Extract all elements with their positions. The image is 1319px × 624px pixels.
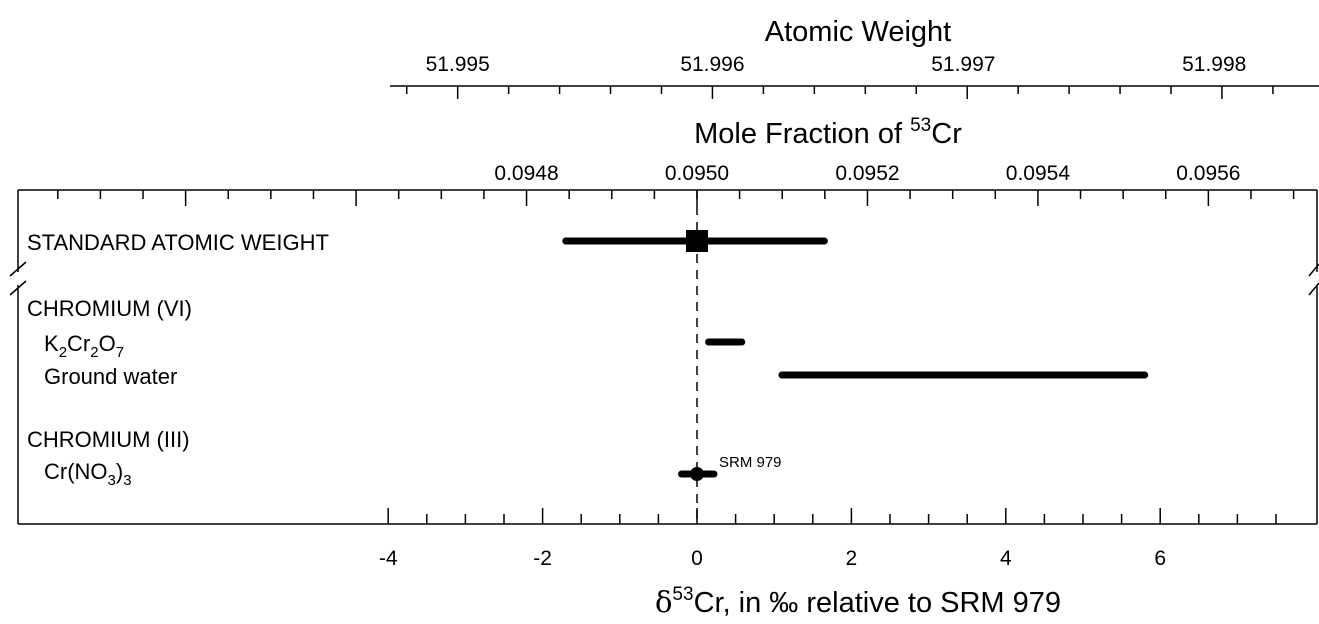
- bottom-tick-label: 2: [846, 547, 858, 570]
- square-marker-standard: [686, 230, 708, 252]
- atomic-weight-tick-label: 51.998: [1182, 53, 1246, 76]
- plot-frame: [9, 189, 1319, 525]
- crno3-s1: 3: [108, 472, 116, 489]
- mole-fraction-tick-label: 0.0950: [665, 162, 729, 185]
- data-marks: [562, 230, 1149, 481]
- label-srm-979-note: SRM 979: [719, 454, 782, 471]
- bottom-title-sup: 53: [672, 584, 693, 605]
- row-labels: STANDARD ATOMIC WEIGHT CHROMIUM (VI) K2C…: [27, 230, 782, 489]
- mole-fraction-axis-title: Mole Fraction of 53Cr: [694, 115, 962, 150]
- bottom-tick-label: 6: [1154, 547, 1166, 570]
- axis-break-right-2: [1308, 282, 1319, 296]
- mole-fraction-tick-label: 0.0954: [1006, 162, 1071, 185]
- bottom-axis-title: δ53Cr, in ‰ relative to SRM 979: [655, 584, 1061, 619]
- mole-fraction-title-post: Cr: [931, 118, 962, 150]
- mole-fraction-tick-label: 0.0952: [835, 162, 899, 185]
- bottom-tick-label: -2: [533, 547, 552, 570]
- atomic-weight-tick-label: 51.997: [931, 53, 995, 76]
- label-ground-water: Ground water: [44, 364, 177, 389]
- axis-break-right-1: [1308, 263, 1319, 277]
- k2cr2o7-p3: O: [99, 331, 116, 356]
- label-k2cr2o7: K2Cr2O7: [44, 331, 124, 361]
- label-chromium-iii: CHROMIUM (III): [27, 427, 190, 452]
- label-crno3: Cr(NO3)3: [44, 459, 132, 489]
- circle-marker-crno3: [690, 467, 704, 481]
- bottom-tick-label: 0: [691, 547, 703, 570]
- crno3-s2: 3: [123, 472, 131, 489]
- crno3-p1: Cr(NO: [44, 459, 108, 484]
- bottom-title-delta: δ: [655, 585, 672, 619]
- atomic-weight-axis-title: Atomic Weight: [765, 16, 951, 48]
- axis-break-left-2: [9, 280, 27, 296]
- atomic-weight-axis: Atomic Weight 51.995 51.996 51.997 51.998: [390, 16, 1319, 99]
- crno3-p2: ): [116, 459, 123, 484]
- label-standard-atomic-weight: STANDARD ATOMIC WEIGHT: [27, 230, 329, 255]
- atomic-weight-tick-label: 51.995: [426, 53, 490, 76]
- label-chromium-vi: CHROMIUM (VI): [27, 296, 192, 321]
- mole-fraction-title-pre: Mole Fraction of: [694, 118, 910, 150]
- atomic-weight-tick-labels: 51.995 51.996 51.997 51.998: [426, 53, 1247, 76]
- axis-break-left-1: [9, 261, 27, 277]
- bottom-tick-label: -4: [379, 547, 398, 570]
- atomic-weight-ticks: [405, 86, 1274, 99]
- mole-fraction-tick-label: 0.0948: [494, 162, 558, 185]
- bottom-title-rest: Cr, in ‰ relative to SRM 979: [694, 587, 1061, 619]
- bottom-tick-labels: -4 -2 0 2 4 6: [379, 547, 1166, 570]
- k2cr2o7-s3: 7: [116, 344, 124, 361]
- k2cr2o7-s2: 2: [90, 344, 98, 361]
- k2cr2o7-p1: K: [44, 331, 59, 356]
- k2cr2o7-p2: Cr: [67, 331, 90, 356]
- mole-fraction-axis: Mole Fraction of 53Cr 0.0948 0.0950 0.0952…: [494, 115, 1240, 185]
- atomic-weight-tick-label: 51.996: [680, 53, 744, 76]
- mole-fraction-tick-labels: 0.0948 0.0950 0.0952 0.0954 0.0956: [494, 162, 1240, 185]
- k2cr2o7-s1: 2: [59, 344, 67, 361]
- mole-fraction-title-sup: 53: [910, 115, 931, 136]
- bottom-tick-label: 4: [1000, 547, 1012, 570]
- mole-fraction-tick-label: 0.0956: [1176, 162, 1240, 185]
